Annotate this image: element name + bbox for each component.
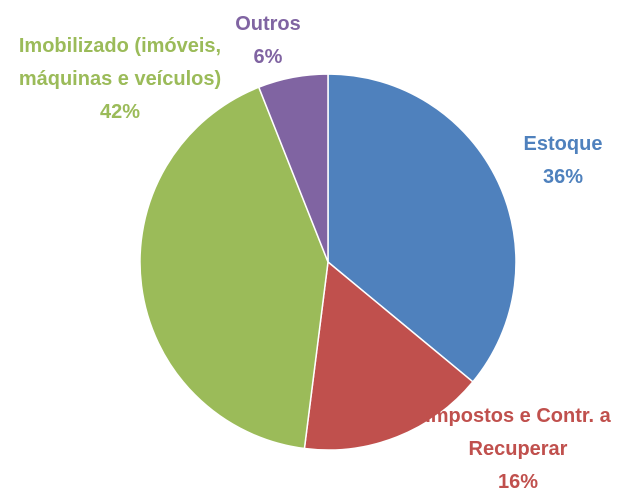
value-label: 16% <box>497 471 539 492</box>
pie-slice <box>327 73 517 383</box>
value-label: 6% <box>253 46 283 68</box>
pie-slice <box>257 73 329 263</box>
category-label: Estoque <box>523 133 603 155</box>
pie-slice <box>303 260 474 451</box>
slice-label: Imobilizado (imóveis, máquinas e veículo… <box>0 30 240 129</box>
pie-slice <box>139 86 329 450</box>
value-label: 36% <box>542 166 584 188</box>
category-label: Imobilizado (imóveis, máquinas e veículo… <box>18 35 222 90</box>
category-label: Outros <box>235 13 301 35</box>
value-label: 42% <box>99 101 141 123</box>
slice-label: Impostos e Contr. a Recuperar 16% <box>423 400 613 492</box>
category-label: Impostos e Contr. a Recuperar <box>425 405 611 460</box>
slice-label: Outros 6% <box>208 8 328 74</box>
slice-label: Estoque 36% <box>493 128 633 194</box>
